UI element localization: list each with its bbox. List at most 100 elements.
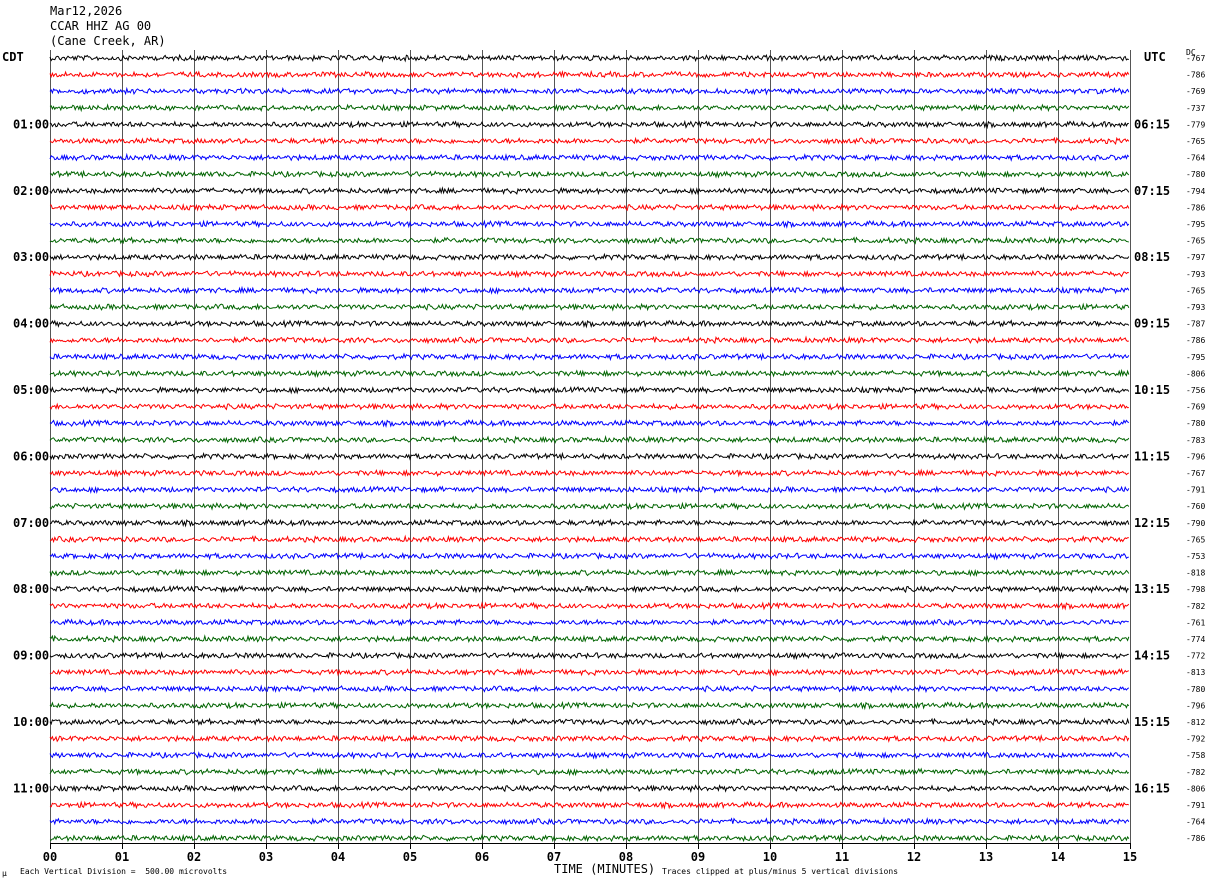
trace-line	[49, 103, 1130, 113]
x-axis-title: TIME (MINUTES)	[554, 862, 656, 876]
x-tick-label: 01	[115, 850, 129, 864]
dc-offset-label: -798	[1186, 585, 1205, 594]
trace-line	[49, 733, 1130, 743]
left-hour-label: 06:00	[13, 449, 49, 463]
x-tick-label: 09	[691, 850, 705, 864]
trace-line	[49, 468, 1129, 478]
trace-line	[49, 767, 1130, 777]
left-hour-label: 11:00	[13, 781, 49, 795]
trace-line	[49, 402, 1129, 412]
trace-line	[49, 53, 1129, 63]
dc-offset-label: -764	[1186, 818, 1205, 827]
left-hour-label: 09:00	[13, 649, 49, 663]
dc-offset-label: -794	[1186, 187, 1205, 196]
trace-line	[49, 319, 1130, 329]
dc-offset-label: -793	[1186, 303, 1205, 312]
scale-note: Each Vertical Division = 500.00 microvol…	[20, 867, 228, 876]
trace-line	[49, 451, 1129, 461]
trace-line	[49, 717, 1130, 727]
trace-line	[49, 186, 1130, 196]
dc-offset-label: -753	[1186, 552, 1205, 561]
dc-offset-label: -774	[1186, 635, 1205, 644]
station-label: CCAR HHZ AG 00	[50, 19, 152, 33]
label-group: 00 01 02 03 04 05 06 07 08 09 10 11 12 13 14 15 -767 -786…	[13, 54, 1205, 864]
x-tick-label: 06	[475, 850, 489, 864]
left-hour-label: 07:00	[13, 516, 49, 530]
trace-line	[49, 269, 1129, 279]
dc-offset-label: -780	[1186, 685, 1205, 694]
trace-line	[49, 485, 1130, 495]
trace-line	[49, 252, 1130, 262]
trace-line	[49, 667, 1129, 677]
trace-line	[49, 634, 1130, 644]
dc-offset-label: -756	[1186, 386, 1205, 395]
right-zone-label: UTC	[1144, 50, 1166, 64]
dc-offset-label: -767	[1186, 54, 1205, 63]
dc-offset-label: -764	[1186, 154, 1205, 163]
dc-offset-label: -786	[1186, 834, 1205, 843]
right-hour-label: 08:15	[1134, 250, 1170, 264]
dc-offset-label: -786	[1186, 71, 1205, 80]
trace-line	[49, 751, 1130, 760]
dc-offset-label: -765	[1186, 535, 1205, 544]
dc-offset-label: -796	[1186, 452, 1205, 461]
dc-offset-label: -813	[1186, 668, 1205, 677]
dc-offset-label: -791	[1186, 801, 1205, 810]
trace-line	[49, 833, 1130, 843]
trace-line	[49, 203, 1130, 212]
x-tick-label: 10	[763, 850, 777, 864]
x-tick-label: 03	[259, 850, 273, 864]
x-tick-label: 02	[187, 850, 201, 864]
dc-offset-label: -786	[1186, 203, 1205, 212]
dc-offset-label: -767	[1186, 469, 1205, 478]
dc-offset-label: -791	[1186, 486, 1205, 495]
trace-line	[49, 86, 1130, 96]
right-hour-label: 11:15	[1134, 449, 1170, 463]
dc-header: DC	[1186, 48, 1196, 57]
dc-offset-label: -760	[1186, 502, 1205, 511]
dc-offset-label: -780	[1186, 170, 1205, 179]
dc-offset-label: -758	[1186, 751, 1205, 760]
trace-line	[49, 385, 1130, 395]
trace-line	[49, 219, 1130, 229]
x-tick-label: 08	[619, 850, 633, 864]
dc-offset-label: -769	[1186, 87, 1205, 96]
trace-line	[49, 418, 1130, 429]
trace-line	[49, 119, 1129, 130]
x-tick-label: 00	[43, 850, 57, 864]
left-hour-label: 08:00	[13, 582, 49, 596]
dc-offset-label: -737	[1186, 104, 1205, 113]
dc-offset-label: -795	[1186, 353, 1205, 362]
trace-line	[49, 551, 1129, 561]
dc-offset-label: -797	[1186, 253, 1205, 262]
trace-line	[49, 567, 1130, 578]
right-hour-label: 16:15	[1134, 781, 1170, 795]
trace-line	[49, 816, 1130, 826]
dc-offset-label: -806	[1186, 369, 1205, 378]
trace-line	[49, 368, 1130, 378]
x-tick-label: 07	[547, 850, 561, 864]
dc-offset-label: -765	[1186, 286, 1205, 295]
dc-offset-label: -772	[1186, 652, 1205, 661]
dc-offset-label: -795	[1186, 220, 1205, 229]
x-tick-label: 14	[1051, 850, 1065, 864]
dc-offset-label: -793	[1186, 270, 1205, 279]
trace-line	[49, 518, 1130, 528]
trace-line	[49, 169, 1130, 179]
grid-lines	[50, 50, 1131, 844]
trace-line	[49, 434, 1130, 444]
dc-offset-label: -769	[1186, 403, 1205, 412]
dc-offset-label: -818	[1186, 569, 1205, 578]
trace-line	[49, 601, 1130, 611]
x-tick-label: 12	[907, 850, 921, 864]
trace-group	[49, 53, 1130, 843]
left-hour-label: 04:00	[13, 317, 49, 331]
trace-line	[49, 335, 1129, 345]
right-hour-label: 07:15	[1134, 184, 1170, 198]
corner-mark: µ	[2, 869, 7, 878]
dc-offset-label: -796	[1186, 701, 1205, 710]
dc-offset-label: -792	[1186, 735, 1205, 744]
trace-line	[49, 618, 1129, 627]
dc-offset-label: -790	[1186, 519, 1205, 528]
